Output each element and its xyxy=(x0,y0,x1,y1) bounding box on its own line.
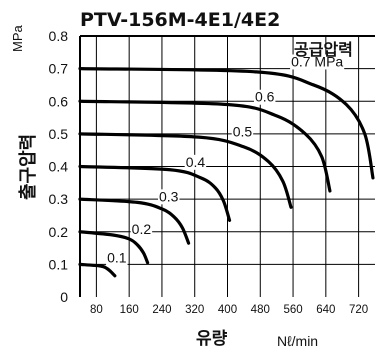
tick-labels: 0 0.1 0.2 0.3 0.4 0.5 0.6 0.7 0.8 80 160 240 320 400 4… xyxy=(49,28,369,316)
y-tick-label: 0.3 xyxy=(49,191,69,207)
x-unit: Nℓ/min xyxy=(277,333,318,349)
series-line-0.7 xyxy=(78,67,375,180)
y-tick-label: 0 xyxy=(60,289,68,305)
y-tick-label: 0.6 xyxy=(49,93,69,109)
chart-title: PTV-156M-4E1/4E2 xyxy=(80,9,280,31)
y-unit: MPa xyxy=(10,25,25,53)
series-line-0.6 xyxy=(78,99,332,193)
y-tick-label: 0.8 xyxy=(49,28,69,44)
x-tick-label: 80 xyxy=(90,304,103,316)
series-label-0.5: 0.5 xyxy=(233,123,253,139)
y-tick-label: 0.4 xyxy=(49,159,69,175)
x-tick-label: 240 xyxy=(152,304,171,316)
series-label-bg xyxy=(130,221,153,237)
series-line-0.1 xyxy=(78,262,117,278)
x-axis-label: 유량 xyxy=(196,329,228,349)
x-tick-label: 720 xyxy=(349,304,368,316)
x-tick-label: 560 xyxy=(283,304,302,316)
curve-labels: 0.1 0.2 0.3 0.4 0.5 0.6 0.7 MPa xyxy=(106,53,345,266)
series-label-0.2: 0.2 xyxy=(132,221,152,237)
y-tick-label: 0.7 xyxy=(49,61,69,77)
series-label-bg xyxy=(158,189,180,205)
series-label-0.1: 0.1 xyxy=(107,250,127,266)
series-label-bg xyxy=(231,124,254,140)
series-line-0.4 xyxy=(78,164,232,222)
series-label-bg xyxy=(184,154,207,170)
x-tick-label: 640 xyxy=(316,304,335,316)
series-label-bg xyxy=(253,89,276,105)
series-line-0.5 xyxy=(78,132,293,209)
series-label-bg xyxy=(106,250,128,266)
series-label-0.7: 0.7 MPa xyxy=(291,53,343,69)
series-label-0.3: 0.3 xyxy=(159,188,179,204)
x-tick-label: 480 xyxy=(251,304,270,316)
series-curves xyxy=(78,67,375,278)
series-label-0.4: 0.4 xyxy=(186,154,206,170)
series-line-0.3 xyxy=(78,197,191,245)
x-tick-label: 400 xyxy=(218,304,237,316)
x-tick-label: 160 xyxy=(120,304,139,316)
y-tick-label: 0.2 xyxy=(49,224,69,240)
y-tick-label: 0.5 xyxy=(49,126,69,142)
legend-title: 공급압력 xyxy=(294,40,353,59)
y-tick-label: 0.1 xyxy=(49,256,69,272)
series-label-bg xyxy=(290,54,345,70)
y-axis-label: 출구압력 xyxy=(18,134,39,200)
series-line-0.2 xyxy=(78,230,150,265)
series-label-0.6: 0.6 xyxy=(255,89,275,105)
x-tick-label: 320 xyxy=(185,304,204,316)
